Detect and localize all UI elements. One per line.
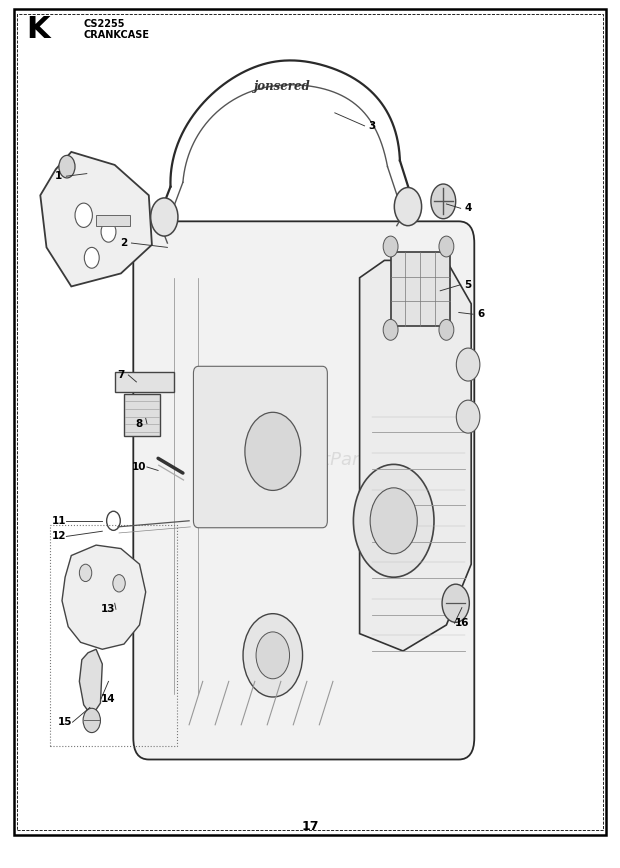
Text: 12: 12: [51, 531, 66, 542]
Circle shape: [456, 400, 480, 433]
Text: eReplacementParts.com: eReplacementParts.com: [200, 451, 420, 469]
Text: 5: 5: [464, 279, 472, 290]
Text: 3: 3: [368, 121, 376, 131]
Text: jonsered: jonsered: [254, 81, 311, 93]
Circle shape: [101, 221, 116, 242]
Circle shape: [79, 564, 92, 582]
Bar: [124, 394, 160, 436]
Polygon shape: [360, 260, 471, 651]
Circle shape: [439, 319, 454, 340]
Polygon shape: [40, 152, 152, 286]
Polygon shape: [79, 649, 102, 716]
FancyBboxPatch shape: [193, 366, 327, 528]
Text: 4: 4: [464, 203, 472, 214]
FancyBboxPatch shape: [133, 221, 474, 760]
Circle shape: [442, 584, 469, 622]
Bar: [391, 252, 450, 326]
Bar: [96, 215, 130, 226]
Circle shape: [456, 348, 480, 381]
Circle shape: [383, 319, 398, 340]
Text: K: K: [27, 15, 50, 44]
Circle shape: [394, 187, 422, 226]
Text: 13: 13: [101, 604, 116, 615]
Circle shape: [245, 412, 301, 490]
Polygon shape: [62, 545, 146, 649]
Text: CS2255: CS2255: [84, 19, 125, 30]
Text: 14: 14: [101, 694, 116, 704]
Text: 11: 11: [51, 516, 66, 526]
Circle shape: [370, 488, 417, 554]
Text: 6: 6: [477, 309, 484, 319]
Circle shape: [383, 236, 398, 257]
Bar: [50, 525, 177, 746]
Bar: [115, 372, 174, 392]
Circle shape: [83, 708, 100, 733]
Circle shape: [84, 247, 99, 268]
Text: 1: 1: [55, 171, 63, 181]
Circle shape: [243, 614, 303, 697]
Text: 10: 10: [132, 462, 147, 472]
Circle shape: [59, 155, 75, 178]
Circle shape: [75, 203, 92, 227]
Circle shape: [256, 632, 290, 679]
Circle shape: [113, 575, 125, 592]
Text: 15: 15: [58, 717, 73, 727]
Text: 7: 7: [117, 370, 125, 380]
Text: 8: 8: [136, 418, 143, 429]
Circle shape: [431, 184, 456, 219]
Circle shape: [226, 386, 319, 516]
Text: 16: 16: [454, 618, 469, 628]
Text: 17: 17: [301, 820, 319, 832]
Circle shape: [439, 236, 454, 257]
Circle shape: [353, 464, 434, 577]
Text: CRANKCASE: CRANKCASE: [84, 30, 149, 40]
Text: 2: 2: [120, 238, 128, 248]
Circle shape: [151, 198, 178, 236]
